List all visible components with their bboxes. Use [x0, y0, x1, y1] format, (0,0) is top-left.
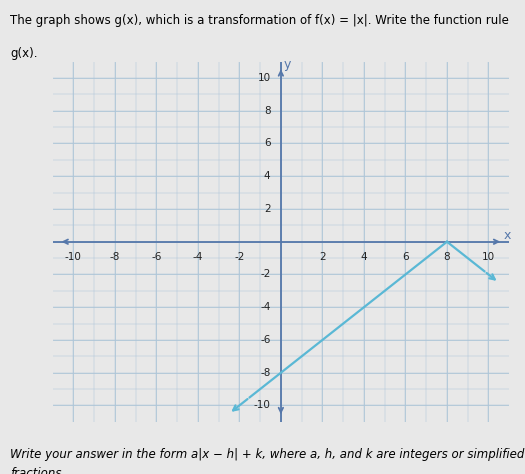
Text: 4: 4	[264, 171, 270, 181]
Text: 2: 2	[264, 204, 270, 214]
Text: g(x).: g(x).	[10, 47, 38, 60]
Text: 10: 10	[482, 252, 495, 262]
Text: -4: -4	[260, 302, 270, 312]
Text: 4: 4	[361, 252, 367, 262]
Text: -4: -4	[193, 252, 203, 262]
Text: 6: 6	[264, 138, 270, 148]
Text: 8: 8	[444, 252, 450, 262]
Text: The graph shows g(x), which is a transformation of f(x) = |x|. Write the functio: The graph shows g(x), which is a transfo…	[10, 14, 509, 27]
Text: x: x	[503, 228, 511, 242]
Text: -6: -6	[151, 252, 162, 262]
Text: -2: -2	[260, 270, 270, 280]
Text: -8: -8	[260, 368, 270, 378]
Text: Write your answer in the form a|x − h| + k, where a, h, and k are integers or si: Write your answer in the form a|x − h| +…	[10, 448, 525, 461]
Text: y: y	[284, 58, 291, 72]
Text: -6: -6	[260, 335, 270, 345]
Text: -2: -2	[234, 252, 245, 262]
Text: fractions.: fractions.	[10, 467, 66, 474]
Text: -10: -10	[65, 252, 82, 262]
Text: 2: 2	[319, 252, 326, 262]
Text: -10: -10	[254, 401, 270, 410]
Text: 6: 6	[402, 252, 409, 262]
Text: 10: 10	[257, 73, 270, 83]
Text: -8: -8	[110, 252, 120, 262]
Text: 8: 8	[264, 106, 270, 116]
